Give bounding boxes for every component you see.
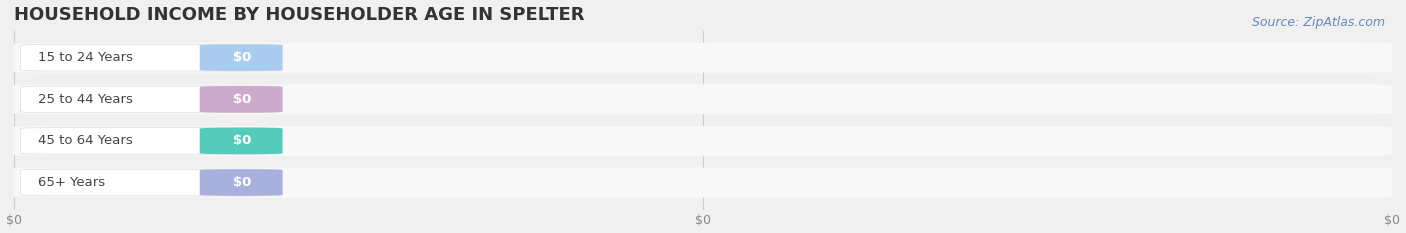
Text: 25 to 44 Years: 25 to 44 Years [38,93,134,106]
Text: 65+ Years: 65+ Years [38,176,105,189]
Text: $0: $0 [232,93,250,106]
FancyBboxPatch shape [200,45,283,71]
FancyBboxPatch shape [14,43,1392,73]
FancyBboxPatch shape [14,168,1392,198]
Text: $0: $0 [232,51,250,64]
FancyBboxPatch shape [21,86,283,113]
Text: 45 to 64 Years: 45 to 64 Years [38,134,134,147]
FancyBboxPatch shape [14,126,1392,156]
Text: HOUSEHOLD INCOME BY HOUSEHOLDER AGE IN SPELTER: HOUSEHOLD INCOME BY HOUSEHOLDER AGE IN S… [14,6,583,24]
Text: $0: $0 [232,134,250,147]
FancyBboxPatch shape [21,169,283,196]
FancyBboxPatch shape [200,86,283,113]
FancyBboxPatch shape [200,128,283,154]
FancyBboxPatch shape [200,169,283,196]
Text: Source: ZipAtlas.com: Source: ZipAtlas.com [1251,16,1385,29]
FancyBboxPatch shape [14,84,1392,114]
FancyBboxPatch shape [21,128,283,154]
Text: 15 to 24 Years: 15 to 24 Years [38,51,134,64]
FancyBboxPatch shape [21,45,283,71]
Text: $0: $0 [232,176,250,189]
